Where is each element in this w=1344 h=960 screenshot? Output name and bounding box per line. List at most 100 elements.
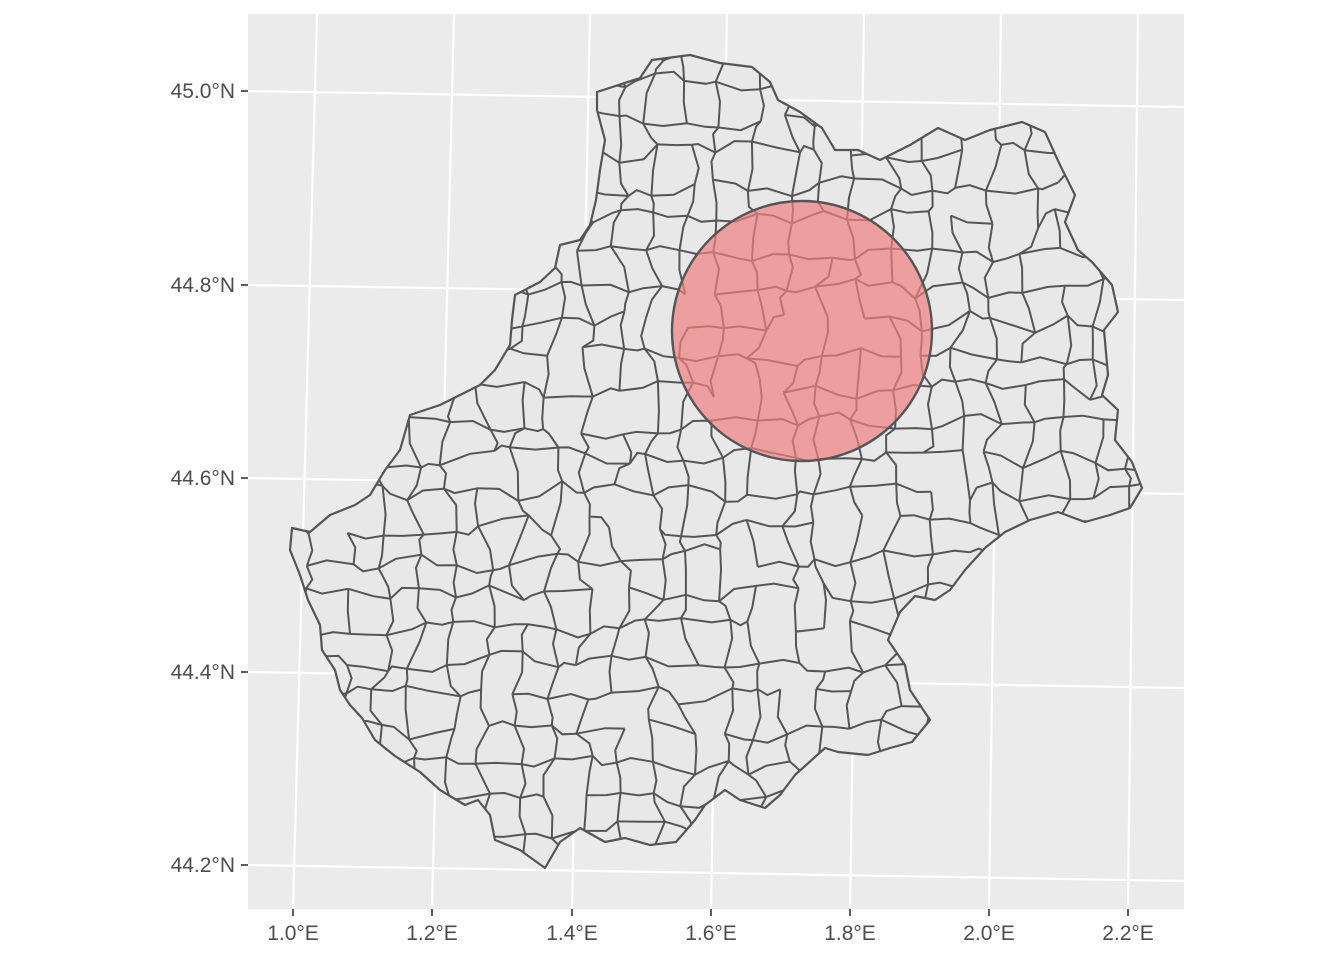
commune-border [1034,416,1064,424]
commune-border [349,632,387,637]
commune-border [583,483,615,494]
commune-border [306,559,354,567]
commune-border [378,553,422,570]
commune-border [509,326,524,350]
commune-border [1059,416,1065,451]
commune-border [650,195,655,213]
commune-border [371,684,407,693]
commune-border [383,533,424,537]
commune-border [488,720,515,727]
commune-border [348,587,391,600]
commune-border [1023,384,1036,423]
commune-border [682,460,690,486]
commune-border [818,175,855,184]
commune-border [685,593,720,603]
commune-border [1063,414,1104,421]
commune-border [984,190,994,225]
commune-border [622,430,658,436]
commune-border [1128,482,1142,492]
commune-border [593,310,625,327]
commune-border [1060,285,1069,316]
commune-border [416,588,428,624]
commune-border [949,215,964,253]
commune-border [757,560,800,568]
commune-border [620,558,663,563]
commune-border [662,549,686,561]
commune-border [993,126,1003,146]
commune-border [688,484,726,503]
commune-border [616,792,622,822]
commune-border [885,156,922,164]
commune-border [629,451,646,465]
commune-border [644,453,655,496]
commune-border [511,693,518,726]
parallel-line [247,863,1185,883]
commune-border [849,561,857,602]
commune-border [968,500,972,524]
commune-border [547,692,589,701]
commune-border [655,70,685,82]
x-tick-label: 1.2°E [406,922,458,945]
commune-border [490,427,525,433]
commune-border [724,662,760,669]
commune-border [680,617,731,624]
commune-border [661,559,667,600]
commune-border [577,561,594,590]
commune-border [950,214,993,225]
commune-border [961,282,971,312]
commune-border [694,734,698,775]
commune-border [576,250,583,286]
commune-border [580,432,624,440]
commune-border [406,487,444,502]
commune-border [346,664,389,673]
commune-border [405,622,428,670]
commune-border [550,725,559,759]
commune-border [816,687,852,693]
commune-border [984,144,1003,191]
commune-border [452,565,458,598]
commune-border [882,550,896,599]
commune-border [793,588,800,632]
commune-border [970,522,1000,536]
commune-border [658,685,680,705]
commune-border [418,587,457,599]
commune-border [723,666,735,689]
commune-border [954,184,987,192]
commune-border [420,553,457,567]
commune-border [684,550,687,595]
commune-border [583,492,591,517]
commune-border [609,209,622,247]
commune-border [508,552,558,567]
commune-border [991,481,1020,503]
commune-border [644,285,663,319]
commune-border [850,155,856,179]
commune-border [686,122,719,129]
commune-border [1034,314,1069,334]
commune-border [794,631,801,664]
commune-border [747,773,768,798]
commune-border [714,140,752,154]
commune-border [381,464,422,469]
commune-border [651,761,658,794]
commune-border [474,763,491,795]
commune-border [895,483,902,517]
commune-border [782,521,814,528]
commune-border [1020,331,1036,363]
meridian-line [1126,13,1140,910]
commune-border [557,552,579,563]
commune-border [991,482,1000,536]
commune-border [793,457,799,495]
commune-border [628,285,663,294]
commune-border [845,690,853,729]
commune-border [849,718,882,730]
commune-border [647,686,660,720]
commune-border [1036,188,1040,229]
commune-border [1094,419,1105,464]
y-tick-label: 44.6°N [171,467,235,490]
commune-border [1064,278,1104,287]
commune-border [746,493,798,500]
commune-border [438,421,452,466]
commune-border [305,565,314,589]
commune-border [456,525,479,536]
commune-border [678,687,733,706]
